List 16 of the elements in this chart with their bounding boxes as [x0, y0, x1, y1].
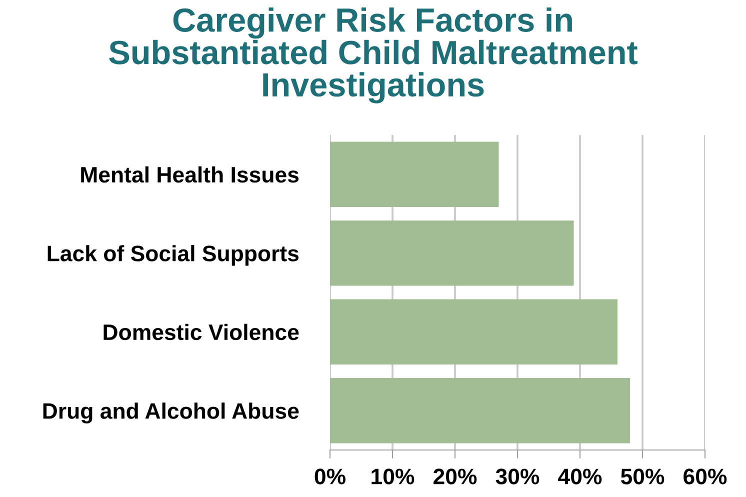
y-tick-label: Drug and Alcohol Abuse: [43, 402, 299, 424]
y-tick-label: Domestic Violence: [104, 324, 299, 340]
x-tick-label: 10%: [372, 468, 414, 484]
bar: [330, 142, 499, 208]
bar: [330, 220, 574, 286]
x-tick-label: 30%: [496, 468, 540, 484]
x-tick-label: 60%: [684, 468, 727, 484]
chart-title: Caregiver Risk Factors in Substantiated Child Maltreatment Investigations: [109, 7, 638, 104]
x-tick-label: 0%: [314, 468, 346, 484]
x-tick-label: 50%: [620, 468, 664, 484]
bar: [330, 299, 618, 365]
x-tick-label: 40%: [558, 468, 602, 484]
x-tick-label: 20%: [434, 468, 477, 484]
y-tick-label: Lack of Social Supports: [48, 245, 299, 266]
bar: [330, 378, 630, 444]
y-tick-label: Mental Health Issues: [81, 166, 299, 183]
